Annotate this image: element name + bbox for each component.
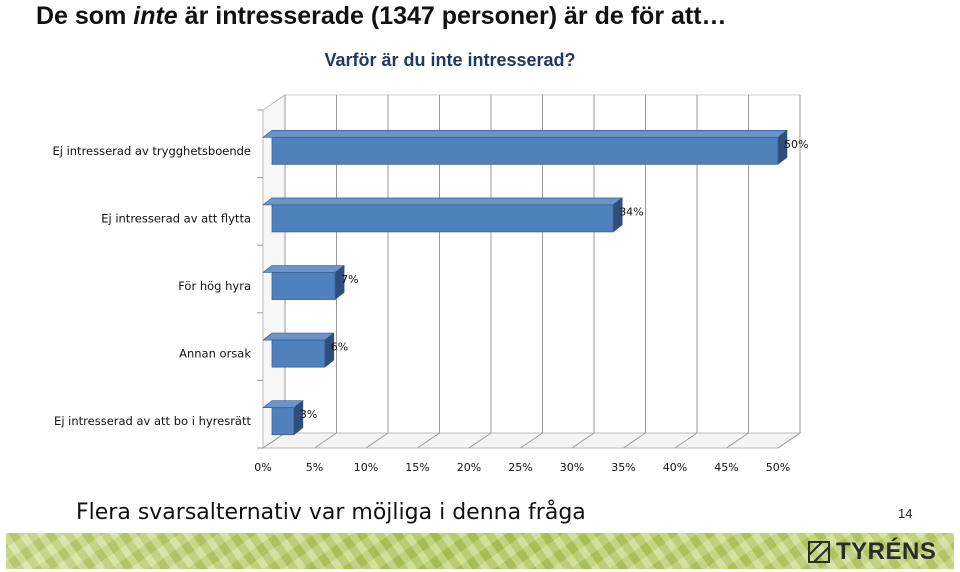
category-label: Ej intresserad av att bo i hyresrätt: [54, 414, 251, 428]
footer-band: [6, 533, 954, 569]
data-label: 3%: [300, 408, 317, 421]
bar-top: [262, 265, 345, 273]
x-tick-label: 15%: [405, 461, 429, 474]
slide-title: De som inte är intresserade (1347 person…: [36, 2, 727, 31]
gridline-floor: [571, 432, 595, 449]
category-label: Annan orsak: [179, 347, 251, 361]
footnote: Flera svarsalternativ var möjliga i denn…: [76, 500, 586, 525]
gridline-floor: [674, 432, 698, 449]
gridline-floor: [417, 432, 440, 449]
x-tick-label: 10%: [354, 461, 378, 474]
bar-top: [262, 197, 624, 206]
bar-top: [262, 332, 335, 341]
x-tick-label: 45%: [714, 461, 738, 474]
x-tick-label: 50%: [766, 461, 790, 474]
gridline-floor: [520, 432, 543, 449]
tyrens-logo: TYRÉNS: [808, 538, 936, 566]
x-tick-label: 25%: [508, 461, 532, 474]
title-emphasis: inte: [133, 2, 178, 30]
category-label: För hög hyra: [178, 279, 251, 293]
gridline-floor: [623, 432, 646, 449]
gridline-floor: [262, 432, 286, 449]
category-label: Ej intresserad av trygghetsboende: [52, 144, 251, 158]
title-prefix: De som: [36, 2, 134, 30]
x-tick-label: 0%: [254, 461, 271, 474]
bar-top: [262, 130, 788, 138]
x-tick-label: 35%: [611, 461, 635, 474]
bar: [271, 136, 779, 165]
x-tick-label: 30%: [560, 461, 584, 474]
chart-title: Varför är du inte intresserad?: [324, 50, 575, 70]
gridline-floor: [365, 432, 389, 449]
bar: [271, 272, 336, 300]
bar: [271, 339, 326, 368]
gridline-floor: [726, 432, 749, 449]
x-tick-label: 20%: [457, 461, 481, 474]
bar: [271, 204, 614, 233]
bar: [271, 407, 295, 436]
bar-chart: Varför är du inte intresserad? 0% 5% 10% 15%…: [52, 50, 808, 474]
logo-text: TYRÉNS: [836, 538, 937, 565]
gridline-floor: [314, 432, 337, 449]
data-label: 50%: [784, 138, 808, 151]
data-label: 7%: [341, 273, 358, 286]
page-number: 14: [898, 506, 913, 521]
x-tick-label: 40%: [663, 461, 687, 474]
data-label: 34%: [619, 205, 643, 218]
logo-mark-icon: [808, 541, 830, 563]
category-label: Ej intresserad av att flytta: [101, 211, 251, 225]
x-tick-label: 5%: [306, 461, 323, 474]
gridline-floor: [777, 432, 801, 449]
title-suffix: är intresserade (1347 personer) är de fö…: [177, 2, 727, 30]
gridline-floor: [468, 432, 492, 449]
data-label: 6%: [331, 341, 348, 354]
